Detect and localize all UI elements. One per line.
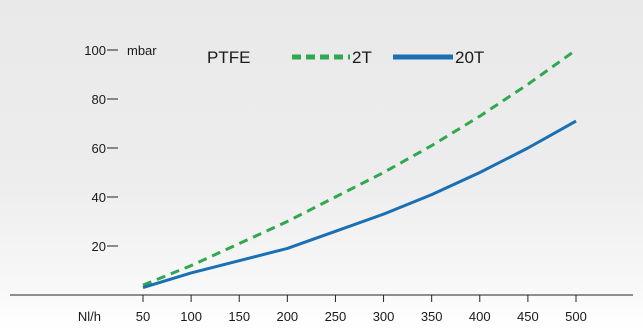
x-axis-label: Nl/h <box>78 309 101 324</box>
x-tick-label: 400 <box>469 309 491 324</box>
x-tick-label: 500 <box>565 309 587 324</box>
x-tick-label: 450 <box>517 309 539 324</box>
y-axis-unit-label: mbar <box>127 43 157 58</box>
y-tick-label: 80 <box>92 92 106 107</box>
series-layer <box>142 48 577 290</box>
x-tick-label: 200 <box>276 309 298 324</box>
x-tick-label: 350 <box>421 309 443 324</box>
x-tick-label: 250 <box>325 309 347 324</box>
legend-layer: PTFE 2T 20T <box>207 48 484 67</box>
series-line-2t <box>142 48 577 287</box>
x-tick-label: 50 <box>136 309 150 324</box>
legend-label-20t: 20T <box>455 48 484 67</box>
series-line-20t <box>142 119 577 290</box>
y-tick-label: 60 <box>92 141 106 156</box>
x-tick-label: 150 <box>228 309 250 324</box>
x-tick-label: 300 <box>373 309 395 324</box>
chart-title: PTFE <box>207 48 250 67</box>
y-tick-label: 100 <box>84 43 106 58</box>
y-tick-label: 20 <box>92 239 106 254</box>
legend-label-2t: 2T <box>352 48 372 67</box>
x-tick-label: 100 <box>180 309 202 324</box>
axes-layer: 50 100 150 200 250 300 350 400 450 500 Nl/h 20 40 60 8… <box>10 43 633 324</box>
y-tick-label: 40 <box>92 190 106 205</box>
